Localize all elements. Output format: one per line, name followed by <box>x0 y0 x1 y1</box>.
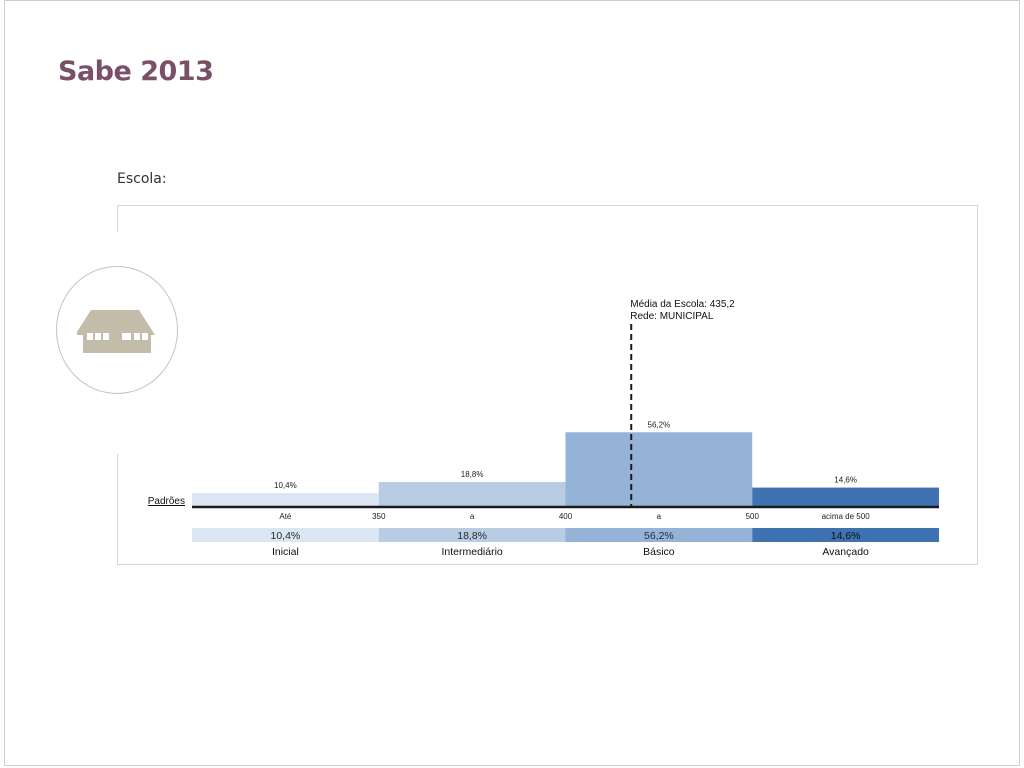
bar-value-label: 14,6% <box>834 476 857 485</box>
scale-label: a <box>657 512 662 521</box>
bar-value-label: 56,2% <box>648 420 671 429</box>
school-badge <box>56 266 178 394</box>
mean-annotation: Média da Escola: 435,2 <box>630 299 735 310</box>
level-name: Básico <box>643 546 675 558</box>
level-name: Intermediário <box>441 546 502 558</box>
level-table-group: 10,4% Inicial 18,8% Intermediário 56,2% Básic… <box>192 528 939 558</box>
level-name: Inicial <box>272 546 299 558</box>
level-percent: 14,6% <box>831 530 861 542</box>
level-cell <box>565 528 753 542</box>
scale-label: a <box>470 512 475 521</box>
bar-value-label: 10,4% <box>274 481 297 490</box>
network-annotation: Rede: MUNICIPAL <box>630 311 714 322</box>
level-cell <box>378 528 566 542</box>
bar-básico <box>565 432 753 507</box>
page-title: Sabe 2013 <box>58 56 214 87</box>
bar-inicial <box>192 493 379 507</box>
level-cell <box>752 528 939 542</box>
bar-intermediário <box>378 481 566 507</box>
level-percent: 56,2% <box>644 530 674 542</box>
bar-value-label: 18,8% <box>461 470 484 479</box>
scale-label: Até <box>279 512 292 521</box>
scale-labels-group: Até 350 a 400 a 500 acima de 500 <box>279 512 870 521</box>
escola-label: Escola: <box>117 171 167 187</box>
padroes-label: Padrões <box>148 496 185 507</box>
scale-label: 350 <box>372 512 386 521</box>
bars-group <box>192 432 939 507</box>
bar-labels-group: 10,4% 18,8% 56,2% 14,6% <box>274 420 857 490</box>
level-cell <box>192 528 379 542</box>
scale-label: acima de 500 <box>822 512 871 521</box>
school-building-icon <box>77 310 155 353</box>
scale-label: 500 <box>746 512 760 521</box>
bar-avançado <box>752 487 939 507</box>
level-name: Avançado <box>822 546 869 558</box>
level-percent: 10,4% <box>270 530 300 542</box>
level-percent: 18,8% <box>457 530 487 542</box>
scale-label: 400 <box>559 512 573 521</box>
